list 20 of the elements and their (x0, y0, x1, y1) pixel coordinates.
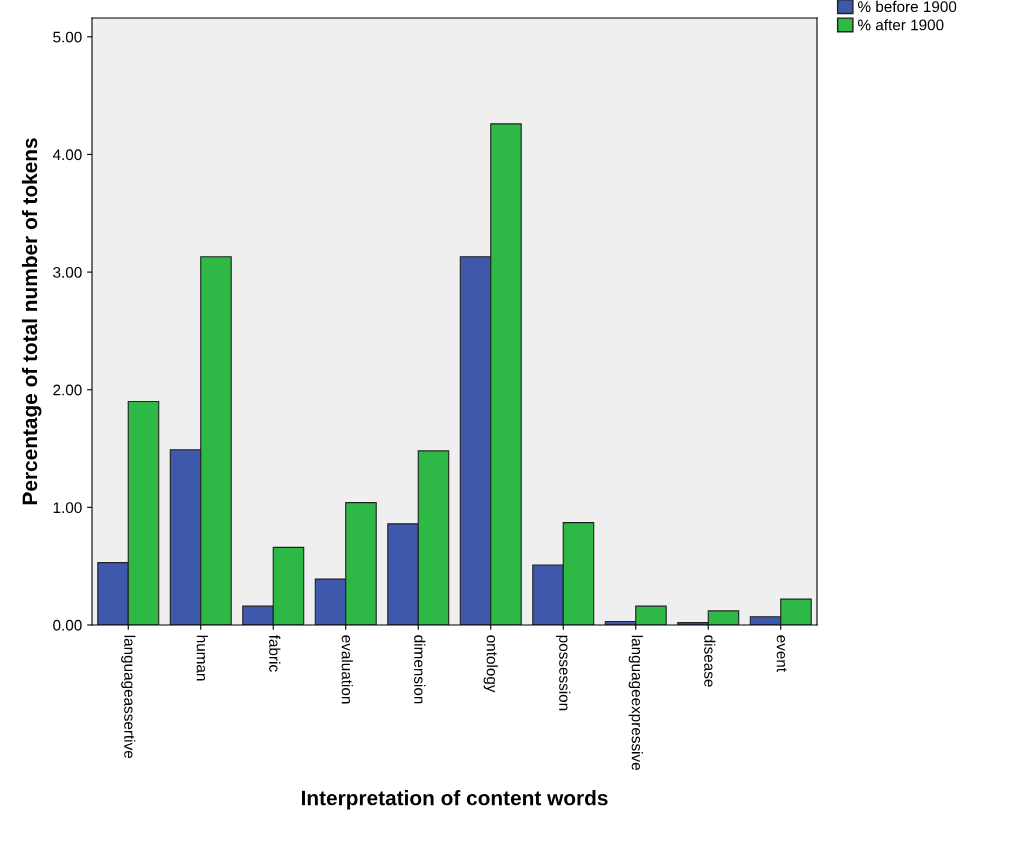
x-tick-label: human (196, 635, 208, 681)
x-tick-label: disease (704, 635, 716, 687)
x-axis-title: Interpretation of content words (301, 790, 608, 810)
y-tick-label: 5.00 (53, 31, 82, 43)
x-tick-label: languageexpressive (628, 635, 643, 770)
legend-label: % after 1900 (858, 19, 944, 31)
x-tick-label: dimension (414, 635, 426, 704)
legend-label: % before 1900 (858, 0, 957, 13)
x-tick-label: possession (556, 635, 571, 711)
x-tick-label: languageassertive (121, 635, 136, 759)
y-tick-label: 1.00 (53, 502, 82, 514)
x-tick-label: event (776, 635, 787, 672)
x-tick-label: fabric (269, 634, 281, 672)
y-tick-label: 2.00 (53, 384, 82, 396)
y-tick-label: 4.00 (52, 149, 82, 161)
y-tick-label: 0.00 (53, 619, 82, 631)
y-tick-label: 3.00 (53, 266, 82, 278)
x-tick-label: ontology (483, 635, 498, 693)
y-axis-title: Percentage of total number of tokens (21, 138, 42, 505)
x-tick-label: evaluation (341, 635, 353, 704)
